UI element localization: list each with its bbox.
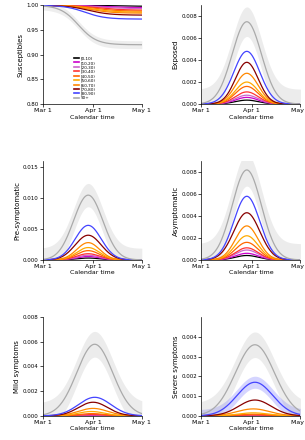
X-axis label: Calendar time: Calendar time [228, 271, 273, 275]
Y-axis label: Susceptibles: Susceptibles [17, 33, 23, 77]
Y-axis label: Severe symptoms: Severe symptoms [173, 335, 179, 398]
Y-axis label: Exposed: Exposed [173, 40, 179, 70]
Y-axis label: Pre-symptomatic: Pre-symptomatic [14, 181, 20, 240]
X-axis label: Calendar time: Calendar time [70, 271, 115, 275]
X-axis label: Calendar time: Calendar time [228, 426, 273, 431]
Legend: [0,10), [10,20), [20,30), [30,40), [40,50), [50,60), [60,70), [70,80), [80,90), : [0,10), [10,20), [20,30), [30,40), [40,5… [73, 55, 97, 102]
Y-axis label: Asymptomatic: Asymptomatic [173, 185, 179, 236]
X-axis label: Calendar time: Calendar time [70, 426, 115, 431]
Y-axis label: Mild symptoms: Mild symptoms [14, 340, 20, 393]
X-axis label: Calendar time: Calendar time [70, 114, 115, 120]
X-axis label: Calendar time: Calendar time [228, 114, 273, 120]
